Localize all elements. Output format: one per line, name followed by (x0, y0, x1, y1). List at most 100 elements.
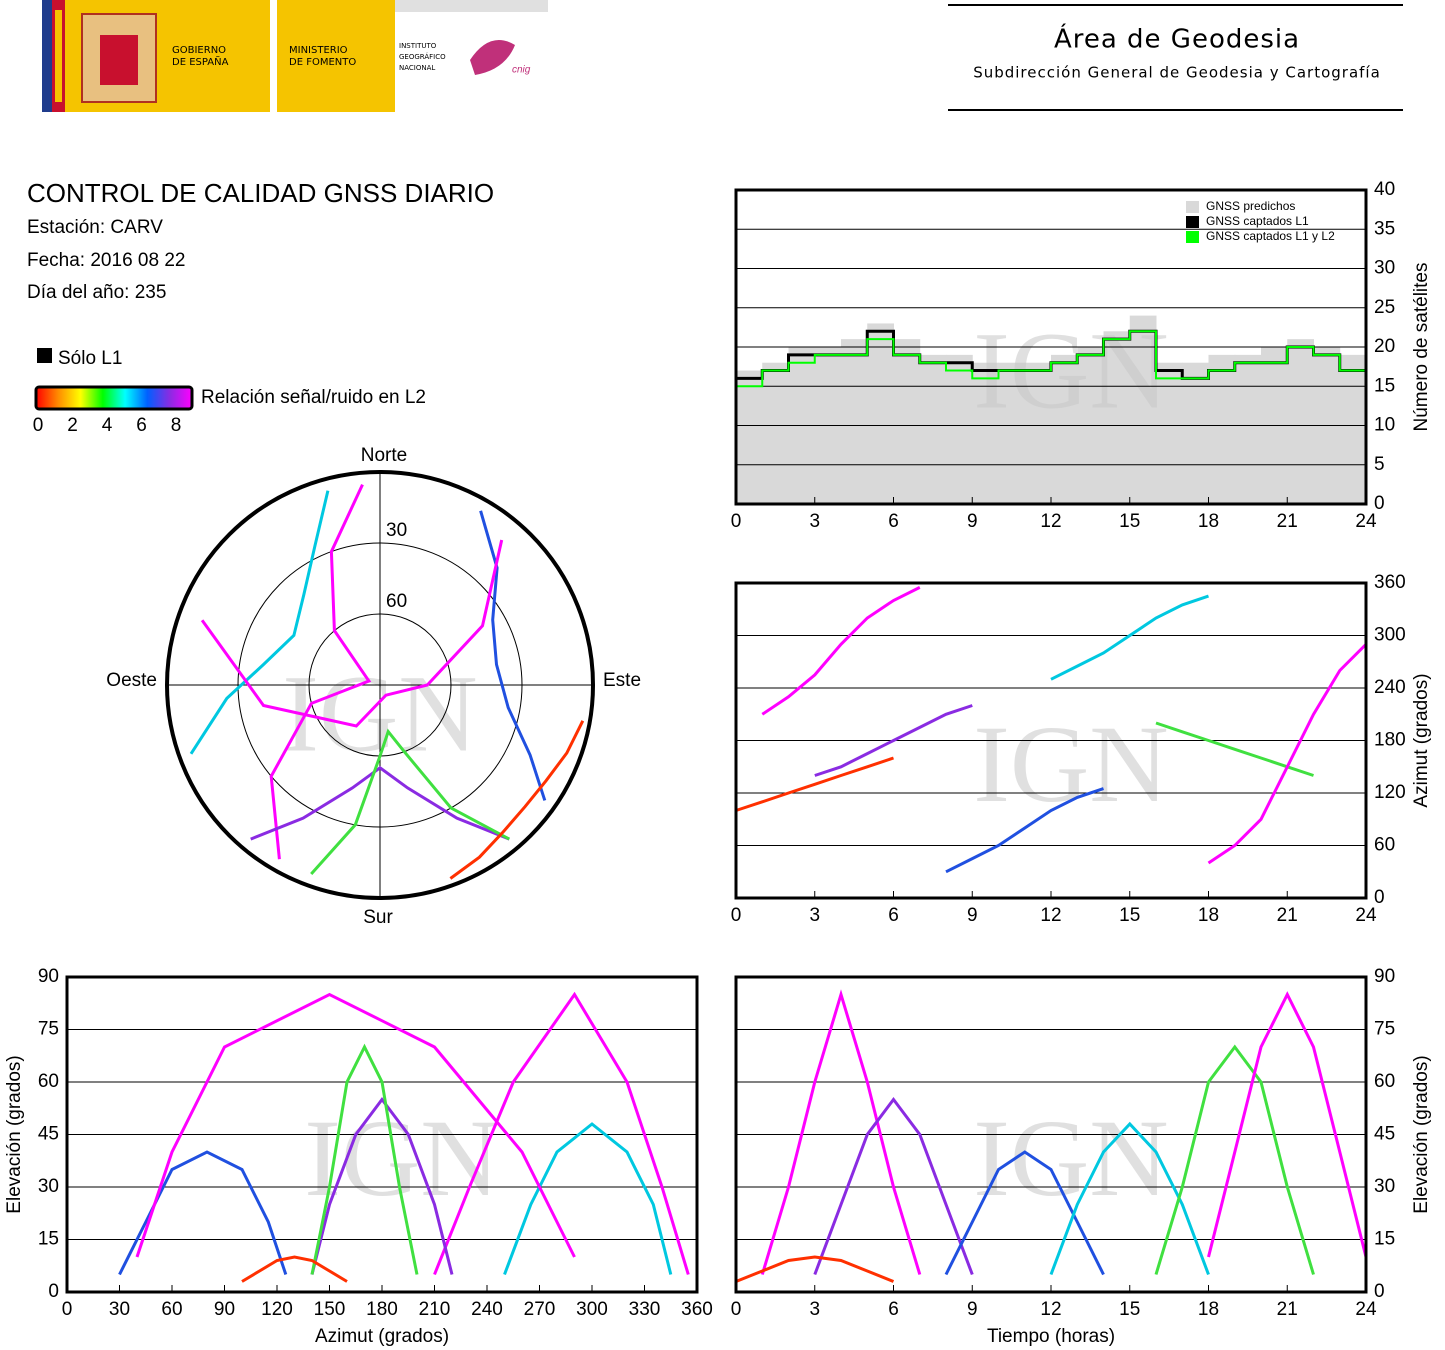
satellite-track (735, 1255, 895, 1283)
x-tick-label: 18 (1198, 511, 1219, 532)
x-tick-label: 30 (109, 1299, 130, 1320)
y-tick-label: 180 (1374, 730, 1406, 751)
y-tick-label: 35 (1374, 218, 1395, 239)
predicted-bar (893, 339, 921, 504)
x-tick-label: 15 (1119, 905, 1140, 926)
day-of-year: Día del año: 235 (27, 282, 166, 303)
x-tick-label: 9 (967, 905, 978, 926)
x-tick-label: 90 (214, 1299, 235, 1320)
y-tick-label: 120 (1374, 782, 1406, 803)
y-tick-label: 300 (1374, 625, 1406, 646)
predicted-bar (1234, 354, 1262, 504)
y-tick-label: 60 (1374, 1071, 1395, 1092)
satellite-track (118, 1150, 288, 1276)
x-tick-label: 21 (1277, 511, 1298, 532)
satellite-track (200, 539, 504, 728)
x-tick-label: 12 (1040, 1299, 1061, 1320)
y-tick-label: 60 (1374, 835, 1395, 856)
x-tick-label: 60 (161, 1299, 182, 1320)
x-tick-label: 3 (809, 511, 820, 532)
y-tick-label: 15 (1374, 375, 1395, 396)
area-title: Área de Geodesia (1054, 23, 1300, 55)
x-tick-label: 360 (681, 1299, 713, 1320)
satellite-track (269, 483, 372, 860)
satellite-track (503, 1122, 673, 1276)
south-label: Sur (363, 907, 393, 928)
x-tick-label: 0 (731, 905, 742, 926)
predicted-bar (867, 323, 894, 504)
satellite-track (479, 510, 547, 801)
horizon (165, 470, 595, 900)
x-tick-label: 6 (888, 905, 899, 926)
satellite-track (250, 765, 510, 841)
satellite-track (1049, 1121, 1210, 1276)
colorbar (34, 385, 194, 411)
x-tick-label: 300 (576, 1299, 608, 1320)
x-tick-label: 240 (471, 1299, 503, 1320)
satellite-track (1050, 594, 1209, 681)
ring-label: 60 (386, 591, 407, 612)
satellite-track (449, 720, 585, 880)
legend-label: GNSS captados L1 y L2 (1206, 229, 1335, 243)
x-tick-label: 120 (261, 1299, 293, 1320)
y-tick-label: 90 (1374, 966, 1395, 987)
y-tick-label: 40 (1374, 179, 1395, 200)
x-tick-label: 3 (809, 1299, 820, 1320)
x-tick-label: 6 (888, 511, 899, 532)
x-axis-label: Azimut (grados) (315, 1326, 449, 1347)
x-tick-label: 24 (1355, 905, 1377, 926)
l1-swatch (37, 348, 52, 363)
x-tick-label: 12 (1040, 905, 1061, 926)
y-tick-label: 75 (38, 1019, 59, 1040)
satellite-track (813, 1096, 974, 1276)
ministry-text: MINISTERIO (289, 45, 348, 56)
plot-frame (734, 975, 1368, 1294)
flag-yellow (55, 10, 62, 102)
station: Estación: CARV (27, 217, 163, 238)
plot-frame (65, 975, 699, 1294)
elevation-ring (237, 542, 523, 828)
y-tick-label: 10 (1374, 415, 1395, 436)
predicted-bar (1339, 354, 1367, 504)
report-title: CONTROL DE CALIDAD GNSS DIARIO (27, 178, 494, 208)
y-tick-label: 25 (1374, 297, 1395, 318)
legend-label: GNSS predichos (1206, 199, 1295, 213)
satellite-track (944, 1150, 1105, 1276)
x-tick-label: 150 (314, 1299, 346, 1320)
y-tick-label: 75 (1374, 1019, 1395, 1040)
gov-text: GOBIERNO (172, 45, 226, 56)
x-tick-label: 6 (888, 1299, 899, 1320)
satellite-track (761, 586, 921, 716)
x-tick-label: 0 (731, 1299, 742, 1320)
flag-blue (42, 0, 52, 112)
date: Fecha: 2016 08 22 (27, 250, 185, 271)
predicted-bar (1287, 339, 1314, 504)
ministry-logo (277, 0, 395, 112)
y-tick-label: 45 (38, 1124, 59, 1145)
y-tick-label: 15 (38, 1229, 59, 1250)
x-tick-label: 0 (62, 1299, 73, 1320)
x-tick-label: 9 (967, 511, 978, 532)
y-tick-label: 45 (1374, 1124, 1395, 1145)
cnig-logo (470, 40, 515, 75)
predicted-bar (1051, 354, 1078, 504)
x-tick-label: 270 (524, 1299, 556, 1320)
x-tick-label: 15 (1119, 511, 1140, 532)
satellite-track (1155, 721, 1314, 777)
satellite-track (310, 1096, 454, 1275)
shield-core (100, 35, 138, 85)
x-tick-label: 3 (809, 905, 820, 926)
colorbar-tick: 6 (136, 415, 147, 436)
y-tick-label: 15 (1374, 1229, 1395, 1250)
colorbar-tick: 2 (67, 415, 78, 436)
predicted-bar (1182, 362, 1209, 504)
y-axis-label: Elevación (grados) (1411, 1055, 1432, 1213)
y-tick-label: 30 (1374, 1176, 1395, 1197)
satellite-track (135, 992, 576, 1258)
snr-label: Relación señal/ruido en L2 (201, 387, 426, 408)
institute-text: NACIONAL (399, 64, 435, 72)
watermark: IGN (973, 1097, 1169, 1219)
x-axis-label: Tiempo (horas) (987, 1326, 1115, 1347)
legend-swatch (1186, 216, 1199, 228)
